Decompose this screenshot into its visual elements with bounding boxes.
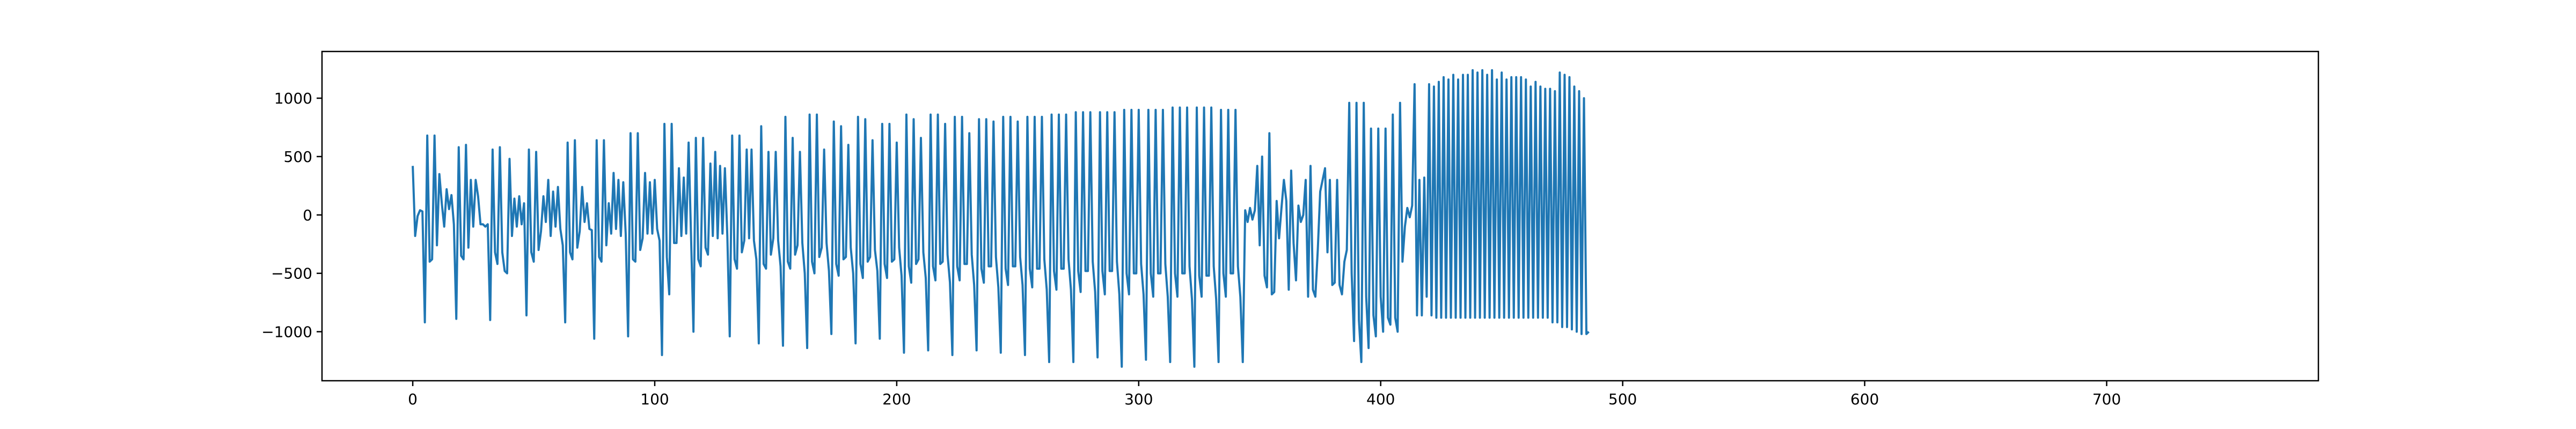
- y-axis: −1000 −500 0 500 1000: [261, 90, 322, 341]
- y-tick-label: −500: [271, 265, 312, 283]
- x-axis: 0 100 200 300 400 500 600 700: [408, 381, 2121, 408]
- x-tick-label: 0: [408, 390, 418, 408]
- y-tick-label: 1000: [274, 90, 312, 107]
- y-tick-label: 500: [284, 148, 312, 166]
- axes-frame: [321, 50, 2319, 382]
- x-tick-label: 200: [882, 390, 911, 408]
- x-tick-label: 300: [1124, 390, 1153, 408]
- y-tick-label: 0: [303, 206, 312, 224]
- x-tick-label: 700: [2092, 390, 2121, 408]
- x-tick-label: 600: [1850, 390, 1879, 408]
- plot-area: [412, 69, 1590, 368]
- x-tick-label: 400: [1366, 390, 1395, 408]
- x-tick-label: 100: [640, 390, 669, 408]
- y-tick-label: −1000: [261, 323, 312, 341]
- series-line: [412, 69, 1590, 368]
- x-tick-label: 500: [1608, 390, 1637, 408]
